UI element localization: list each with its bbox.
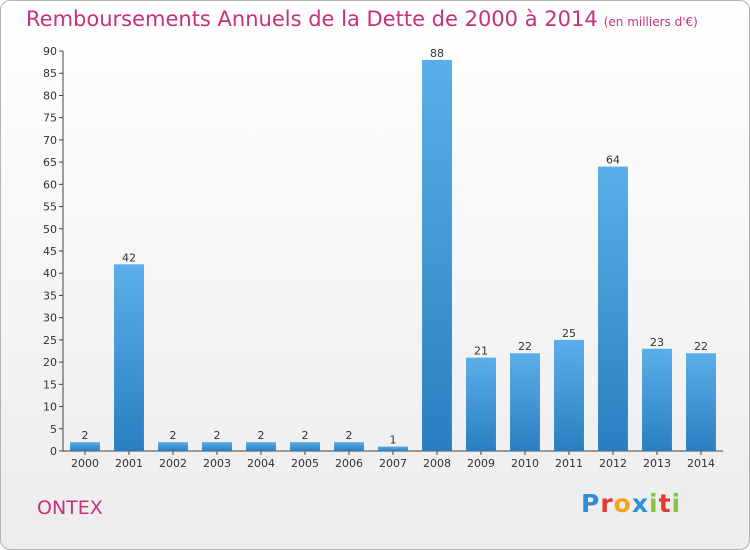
- bar: [114, 264, 144, 451]
- y-tick-label: 10: [43, 401, 57, 414]
- data-label: 2: [346, 429, 353, 442]
- logo-letter: P: [581, 489, 601, 518]
- data-label: 2: [302, 429, 309, 442]
- data-label: 2: [258, 429, 265, 442]
- data-label: 22: [694, 340, 708, 353]
- y-tick-label: 45: [43, 245, 57, 258]
- bar: [246, 442, 276, 451]
- y-tick-label: 55: [43, 201, 57, 214]
- data-label: 1: [390, 434, 397, 447]
- logo-letter: i: [649, 489, 659, 518]
- y-tick-label: 35: [43, 289, 57, 302]
- data-label: 2: [82, 429, 89, 442]
- bar: [510, 353, 540, 451]
- bar: [290, 442, 320, 451]
- y-tick-label: 15: [43, 378, 57, 391]
- x-tick-label: 2014: [687, 457, 715, 470]
- x-tick-label: 2001: [115, 457, 143, 470]
- data-label: 25: [562, 327, 576, 340]
- logo-letter: r: [600, 489, 614, 518]
- bar: [202, 442, 232, 451]
- y-tick-label: 20: [43, 356, 57, 369]
- x-tick-label: 2012: [599, 457, 627, 470]
- bar: [598, 166, 628, 452]
- data-label: 2: [170, 429, 177, 442]
- data-label: 21: [474, 345, 488, 358]
- commune-name: ONTEX: [37, 497, 103, 519]
- bar: [70, 442, 100, 451]
- x-tick-label: 2010: [511, 457, 539, 470]
- logo-letter: x: [631, 489, 649, 518]
- y-tick-label: 85: [43, 67, 57, 80]
- data-label: 42: [122, 251, 136, 264]
- bar: [334, 442, 364, 451]
- x-tick-label: 2006: [335, 457, 363, 470]
- y-tick-label: 60: [43, 178, 57, 191]
- x-tick-label: 2002: [159, 457, 187, 470]
- y-tick-label: 90: [43, 45, 57, 58]
- y-tick-label: 40: [43, 267, 57, 280]
- bar: [158, 442, 188, 451]
- y-tick-label: 65: [43, 156, 57, 169]
- data-label: 64: [606, 154, 620, 167]
- x-tick-label: 2011: [555, 457, 583, 470]
- x-tick-label: 2007: [379, 457, 407, 470]
- x-tick-label: 2004: [247, 457, 275, 470]
- x-tick-label: 2000: [71, 457, 99, 470]
- data-label: 2: [214, 429, 221, 442]
- y-tick-label: 75: [43, 112, 57, 125]
- y-tick-label: 70: [43, 134, 57, 147]
- x-tick-label: 2005: [291, 457, 319, 470]
- y-tick-label: 5: [50, 423, 57, 436]
- y-tick-label: 80: [43, 89, 57, 102]
- chart-unit: (en milliers d'€): [603, 15, 698, 29]
- chart-title-text: Remboursements Annuels de la Dette de 20…: [26, 7, 598, 31]
- logo-letter: t: [658, 489, 672, 518]
- bar: [642, 348, 672, 451]
- proxiti-logo[interactable]: Proxiti: [581, 489, 681, 518]
- logo-letter: i: [671, 489, 682, 518]
- x-tick-label: 2013: [643, 457, 671, 470]
- x-tick-label: 2003: [203, 457, 231, 470]
- data-label: 22: [518, 340, 532, 353]
- x-tick-label: 2009: [467, 457, 495, 470]
- y-tick-label: 50: [43, 223, 57, 236]
- data-label: 88: [430, 47, 444, 60]
- y-tick-label: 25: [43, 334, 57, 347]
- x-axis: 2000 2001 2002 2003 2004 2005 2006 2007 2008 2009…: [63, 450, 723, 470]
- bar: [422, 59, 452, 452]
- y-tick-label: 0: [50, 445, 57, 458]
- y-tick-label: 30: [43, 312, 57, 325]
- bars: [70, 59, 716, 452]
- y-axis: 0 5 10 15 20 25 30 35 40 45 50 55 60 65 70 75 80 85 90: [43, 45, 64, 458]
- chart-title: Remboursements Annuels de la Dette de 20…: [26, 7, 698, 31]
- bar: [378, 446, 408, 451]
- data-label: 23: [650, 336, 664, 349]
- bar: [466, 357, 496, 451]
- bar: [554, 339, 584, 451]
- bar: [686, 353, 716, 451]
- logo-letter: o: [613, 489, 632, 518]
- x-tick-label: 2008: [423, 457, 451, 470]
